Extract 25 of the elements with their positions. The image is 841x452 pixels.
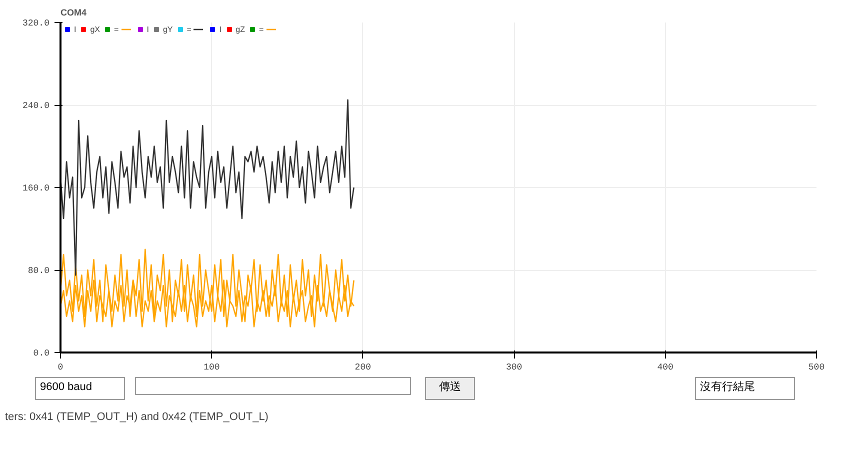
x-tick-label: 500 [808,362,825,372]
legend-label: I [146,24,149,34]
text: 傳送 [439,380,461,395]
chart-title: COM4 [60,8,87,18]
y-tick-label: 80.0 [28,266,50,276]
legend-label: = [114,24,119,34]
x-tick-label: 200 [354,362,371,372]
legend-label: I [219,24,222,34]
legend-label: I [74,24,76,34]
x-tick-label: 0 [58,362,64,372]
legend-label: = [258,24,264,34]
y-tick-label: 160.0 [22,184,50,194]
y-tick-label: 240.0 [22,101,50,111]
text: 沒有行結尾 [700,380,755,395]
x-tick-label: 400 [657,362,674,372]
legend-label: gY [162,24,173,34]
x-tick-label: 300 [506,362,522,372]
text: ters: 0x41 (TEMP_OUT_H) and 0x42 (TEMP_OUT_L) [5,410,268,426]
legend-label: = [186,24,192,34]
x-tick-label: 100 [204,362,220,372]
y-tick-label: 320.0 [22,18,50,28]
legend-label: gZ [236,24,245,34]
legend-label: gX [90,24,100,34]
y-tick-label: 0.0 [33,348,50,358]
text: 9600 baud [40,380,92,395]
